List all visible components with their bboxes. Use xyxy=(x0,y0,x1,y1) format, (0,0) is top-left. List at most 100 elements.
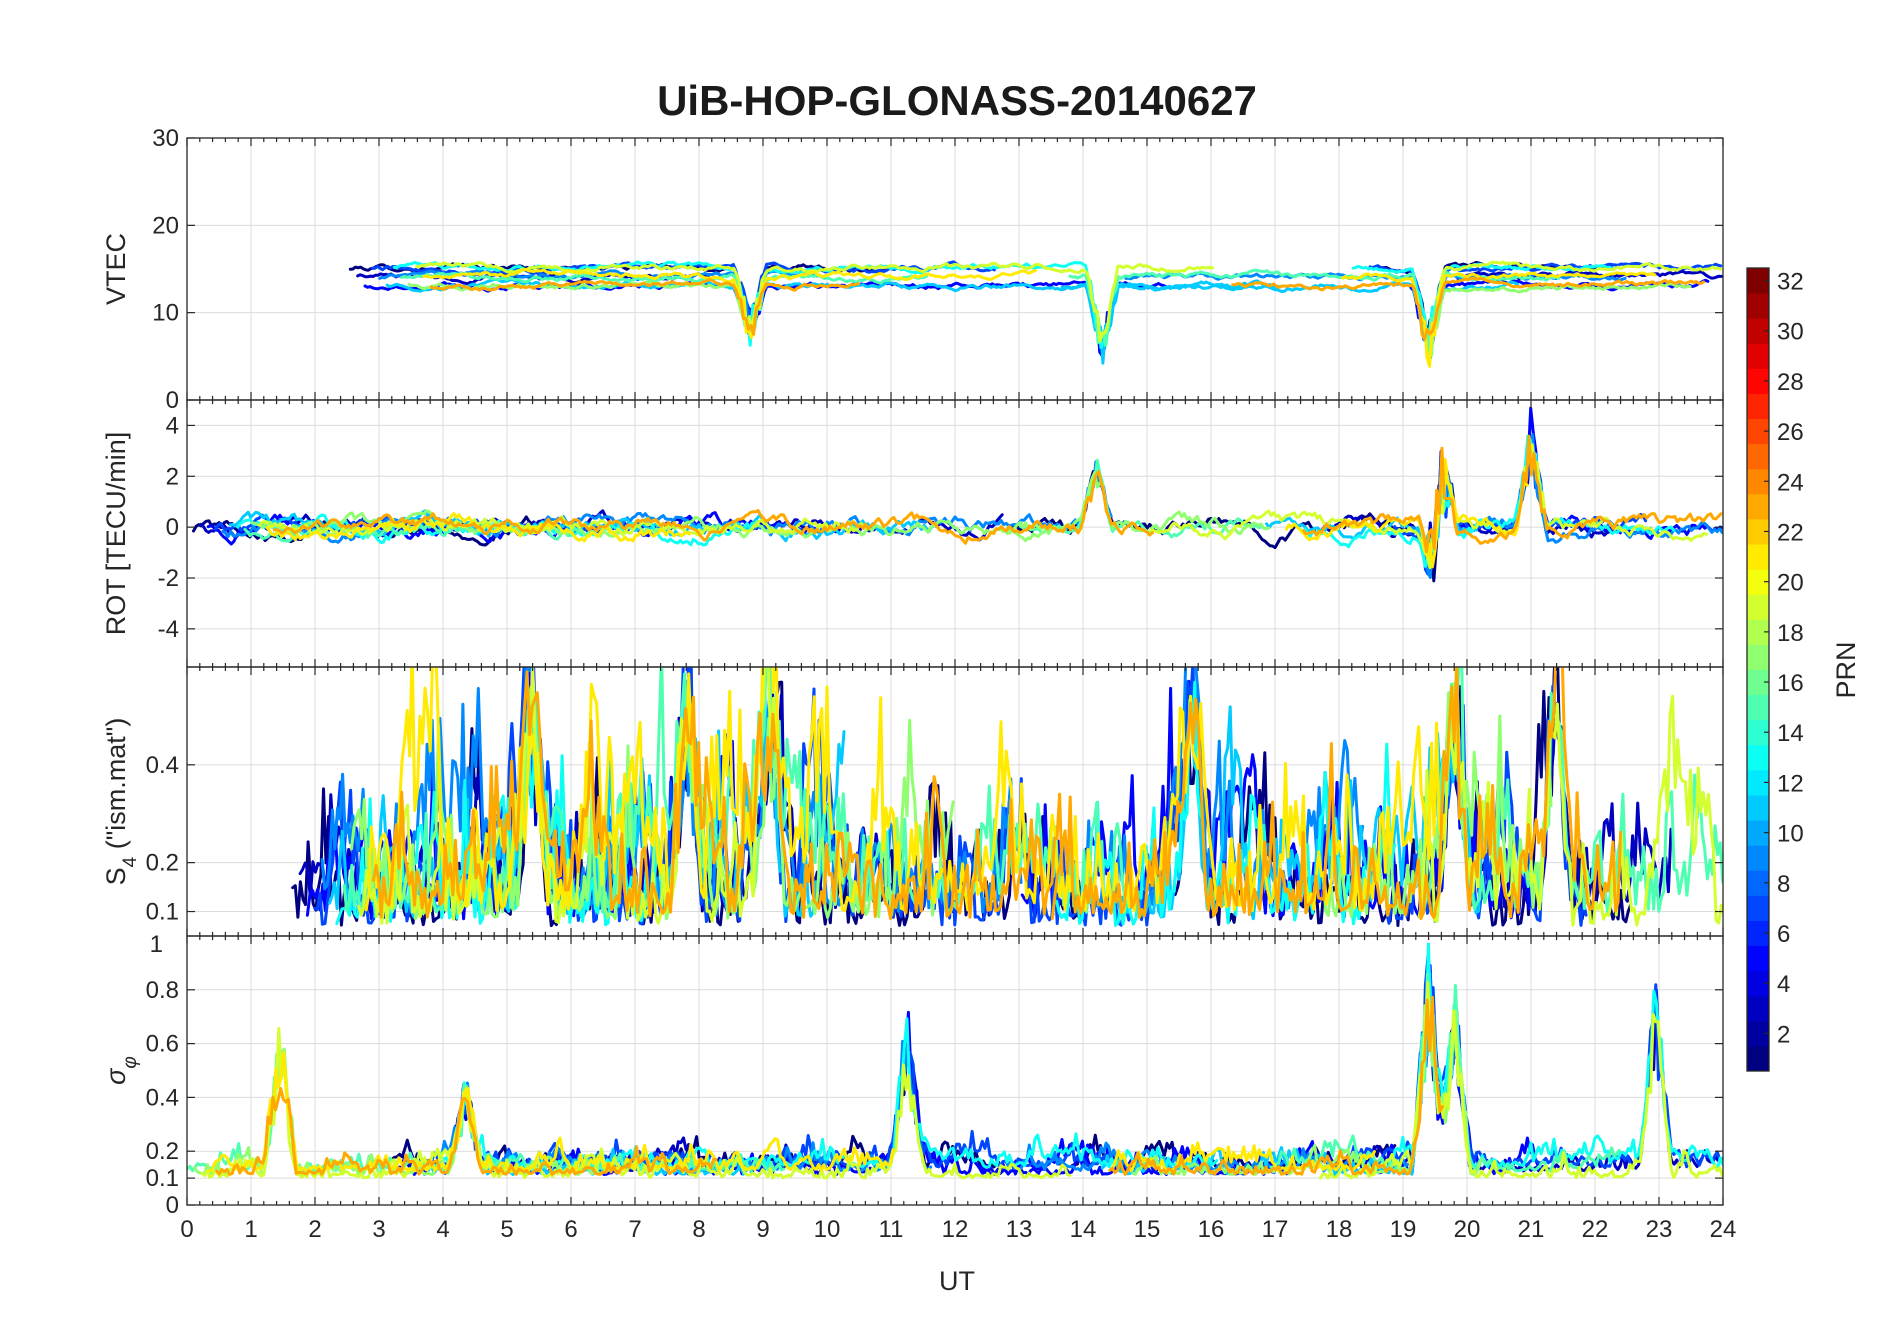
x-tick-label: 9 xyxy=(756,1216,769,1243)
colorbar-tick-label: 30 xyxy=(1777,319,1804,346)
colorbar-cell xyxy=(1747,293,1769,319)
colorbar-cell xyxy=(1747,995,1769,1022)
colorbar-label: PRN xyxy=(1831,641,1861,698)
series-prn-23 xyxy=(272,470,1154,545)
series-group xyxy=(187,942,1723,1180)
y-tick-label: 2 xyxy=(166,463,179,490)
colorbar-tick-label: 32 xyxy=(1777,269,1804,296)
series-prn-23 xyxy=(429,278,861,336)
colorbar-cell xyxy=(1747,870,1769,896)
x-tick-label: 1 xyxy=(244,1216,257,1243)
x-tick-label: 16 xyxy=(1198,1216,1225,1243)
x-tick-label: 24 xyxy=(1710,1216,1737,1243)
series-prn-19-b xyxy=(1318,981,1723,1180)
series-prn-11 xyxy=(385,277,1282,351)
x-tick-label: 20 xyxy=(1454,1216,1481,1243)
y-tick-label: 0.8 xyxy=(146,977,179,1004)
y-axis-label: VTEC xyxy=(101,233,131,305)
series-prn-13-b xyxy=(1298,434,1676,568)
x-tick-label: 8 xyxy=(692,1216,705,1243)
x-tick-label: 13 xyxy=(1006,1216,1033,1243)
y-tick-label: 0.1 xyxy=(146,1165,179,1192)
colorbar-cell xyxy=(1747,970,1769,997)
x-tick-label: 15 xyxy=(1134,1216,1161,1243)
y-tick-label: 30 xyxy=(152,125,179,152)
x-tick-label: 3 xyxy=(372,1216,385,1243)
colorbar-cell xyxy=(1747,518,1769,545)
x-axis-label: UT xyxy=(939,1266,975,1296)
y-tick-label: 4 xyxy=(166,412,179,439)
colorbar-cell xyxy=(1747,1020,1769,1047)
x-tick-label: 18 xyxy=(1326,1216,1353,1243)
series-prn-17-b xyxy=(1001,471,1271,536)
colorbar-tick-label: 10 xyxy=(1777,821,1804,848)
x-tick-label: 21 xyxy=(1518,1216,1545,1243)
colorbar-cell xyxy=(1747,845,1769,871)
y-tick-label: 0 xyxy=(166,514,179,541)
series-prn-9-b xyxy=(1410,433,1723,579)
colorbar-tick-label: 4 xyxy=(1777,971,1790,998)
colorbar-frame xyxy=(1746,267,1770,1072)
colorbar-tick-label: 6 xyxy=(1777,921,1790,948)
colorbar-cell xyxy=(1747,895,1769,921)
series-prn-23-b xyxy=(1231,276,1706,341)
colorbar-cell xyxy=(1747,569,1769,595)
colorbar-cell xyxy=(1747,719,1769,746)
colorbar-cell xyxy=(1747,669,1769,696)
panel-vtec: 0 10 20 30 VTEC xyxy=(101,125,1724,414)
series-prn-21-b xyxy=(1227,721,1446,912)
panel-rot: -4 -2 0 2 4 ROT [TECU/min] xyxy=(101,399,1724,668)
series-prn-21 xyxy=(422,267,1038,340)
y-tick-label: -2 xyxy=(158,565,179,592)
x-tick-label: 0 xyxy=(180,1216,193,1243)
y-tick-label: 0.1 xyxy=(146,899,179,926)
colorbar-cell xyxy=(1747,468,1769,495)
series-prn-19 xyxy=(414,261,1215,343)
colorbar-cell xyxy=(1747,1045,1769,1072)
colorbar-tick-label: 22 xyxy=(1777,519,1804,546)
colorbar-tick-label: 8 xyxy=(1777,871,1790,898)
colorbar-tick-label: 14 xyxy=(1777,720,1804,747)
series-prn-15 xyxy=(400,271,928,337)
series-prn-17-b xyxy=(1425,282,1692,358)
x-tick-label: 14 xyxy=(1070,1216,1097,1243)
series-prn-19-b xyxy=(1435,260,1723,300)
series-prn-3-b xyxy=(1326,450,1619,566)
colorbar-cell xyxy=(1747,343,1769,369)
y-tick-label: -4 xyxy=(158,616,179,643)
series-prn-19 xyxy=(258,515,868,537)
y-tick-label: 10 xyxy=(152,300,179,327)
y-tick-label: 0.4 xyxy=(146,752,179,779)
y-tick-label: 0.2 xyxy=(146,850,179,877)
x-tick-label: 11 xyxy=(879,1216,904,1243)
colorbar-tick-label: 2 xyxy=(1777,1021,1790,1048)
y-axis-label: S4 ("ism.mat") xyxy=(101,718,141,886)
x-tick-label: 10 xyxy=(814,1216,841,1243)
colorbar-tick-label: 26 xyxy=(1777,419,1804,446)
colorbar-cell xyxy=(1747,594,1769,620)
colorbar-tick-label: 20 xyxy=(1777,570,1804,597)
overlap-tick-label: 1 xyxy=(150,931,163,958)
y-tick-label: 0.6 xyxy=(146,1031,179,1058)
colorbar-tick-label: 28 xyxy=(1777,369,1804,396)
x-tick-label: 22 xyxy=(1582,1216,1609,1243)
series-prn-21-b xyxy=(1111,1141,1376,1173)
x-tick-label: 12 xyxy=(942,1216,969,1243)
colorbar-tick-label: 16 xyxy=(1777,670,1804,697)
y-tick-label: 0 xyxy=(166,387,179,414)
colorbar-cell xyxy=(1747,694,1769,721)
series-prn-23 xyxy=(372,670,1064,921)
colorbar-cell xyxy=(1747,744,1769,771)
y-axis-label: σφ xyxy=(101,1056,141,1085)
x-tick-label: 19 xyxy=(1390,1216,1417,1243)
colorbar-cell xyxy=(1747,368,1769,394)
x-tick-label: 6 xyxy=(564,1216,577,1243)
colorbar-cell xyxy=(1747,920,1769,947)
series-prn-5-b xyxy=(1409,278,1710,363)
series-prn-23-b xyxy=(1050,667,1623,921)
series-prn-23 xyxy=(215,1087,718,1176)
x-tick-label: 17 xyxy=(1262,1216,1289,1243)
series-group xyxy=(348,260,1723,368)
